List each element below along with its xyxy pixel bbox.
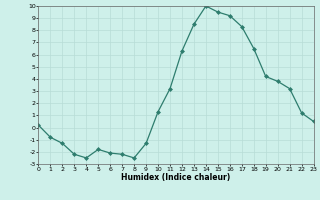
X-axis label: Humidex (Indice chaleur): Humidex (Indice chaleur): [121, 173, 231, 182]
